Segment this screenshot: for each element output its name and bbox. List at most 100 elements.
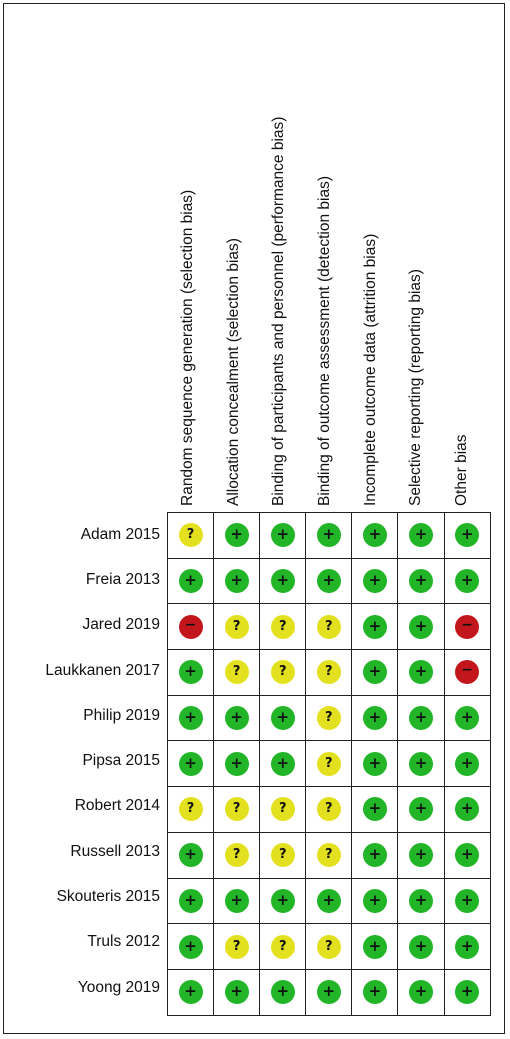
judgement-symbol: + bbox=[460, 890, 474, 909]
low-risk-icon: + bbox=[270, 980, 295, 1005]
judgement-cell: + bbox=[397, 603, 445, 651]
unclear-risk-icon: ? bbox=[224, 614, 249, 639]
low-risk-icon: + bbox=[362, 797, 387, 822]
low-risk-icon: + bbox=[362, 888, 387, 913]
judgement-symbol: + bbox=[368, 845, 382, 864]
judgement-cell: ? bbox=[213, 603, 261, 651]
low-risk-icon: + bbox=[455, 706, 480, 731]
low-risk-icon: + bbox=[409, 980, 434, 1005]
low-risk-icon: + bbox=[224, 751, 249, 776]
judgement-symbol: + bbox=[460, 799, 474, 818]
judgement-cell: ? bbox=[305, 740, 353, 788]
judgement-symbol: + bbox=[414, 799, 428, 818]
judgement-symbol: + bbox=[460, 753, 474, 772]
judgement-symbol: + bbox=[184, 845, 197, 864]
judgement-cell: + bbox=[305, 557, 353, 605]
low-risk-icon: + bbox=[224, 888, 249, 913]
study-row: + + + + + + + bbox=[166, 877, 491, 925]
unclear-risk-icon: ? bbox=[270, 614, 295, 639]
low-risk-icon: + bbox=[178, 934, 203, 959]
low-risk-icon: + bbox=[409, 797, 434, 822]
judgement-symbol: + bbox=[414, 525, 428, 544]
low-risk-icon: + bbox=[409, 660, 434, 685]
study-label: Pipsa 2015 bbox=[82, 752, 160, 770]
unclear-risk-icon: ? bbox=[270, 660, 295, 685]
low-risk-icon: + bbox=[224, 706, 249, 731]
low-risk-icon: + bbox=[178, 706, 203, 731]
judgement-cell: + bbox=[166, 831, 215, 879]
judgement-symbol: + bbox=[184, 571, 197, 590]
judgement-cell: + bbox=[443, 740, 491, 788]
judgement-cell: + bbox=[166, 877, 215, 925]
low-risk-icon: + bbox=[455, 523, 480, 548]
unclear-risk-icon: ? bbox=[224, 660, 249, 685]
low-risk-icon: + bbox=[224, 523, 249, 548]
judgement-cell: ? bbox=[213, 831, 261, 879]
judgement-cell: + bbox=[213, 877, 261, 925]
judgement-symbol: ? bbox=[325, 801, 333, 817]
judgement-cell: + bbox=[351, 512, 399, 559]
judgement-symbol: + bbox=[184, 753, 197, 772]
judgement-cell: + bbox=[305, 512, 353, 559]
unclear-risk-icon: ? bbox=[316, 614, 341, 639]
judgement-symbol: + bbox=[184, 708, 197, 727]
unclear-risk-icon: ? bbox=[178, 523, 203, 548]
judgement-symbol: + bbox=[230, 982, 243, 1001]
judgement-cell: + bbox=[213, 740, 261, 788]
study-label: Adam 2015 bbox=[80, 525, 160, 543]
judgement-symbol: ? bbox=[325, 710, 333, 726]
low-risk-icon: + bbox=[316, 888, 341, 913]
domain-headers: Random sequence generation (selection bi… bbox=[0, 0, 510, 512]
judgement-symbol: + bbox=[368, 616, 382, 635]
judgement-cell: ? bbox=[305, 649, 353, 696]
study-row: + + + + + + + bbox=[166, 968, 491, 1016]
judgement-cell: + bbox=[351, 831, 399, 879]
judgement-symbol: + bbox=[368, 525, 382, 544]
unclear-risk-icon: ? bbox=[316, 843, 341, 868]
judgement-cell: + bbox=[166, 740, 215, 788]
judgement-cell: + bbox=[397, 786, 445, 833]
judgement-cell: + bbox=[397, 740, 445, 788]
judgement-symbol: + bbox=[322, 571, 336, 590]
judgement-cell: + bbox=[443, 968, 491, 1016]
judgement-cell: + bbox=[166, 649, 215, 696]
judgement-cell: + bbox=[397, 923, 445, 970]
judgement-symbol: + bbox=[230, 571, 243, 590]
judgement-cell: + bbox=[443, 557, 491, 605]
judgement-cell: ? bbox=[166, 786, 215, 833]
judgement-symbol: ? bbox=[232, 664, 241, 680]
study-label: Truls 2012 bbox=[87, 933, 160, 951]
low-risk-icon: + bbox=[178, 980, 203, 1005]
low-risk-icon: + bbox=[178, 660, 203, 685]
judgement-cell: + bbox=[259, 512, 307, 559]
judgement-symbol: + bbox=[460, 936, 474, 955]
low-risk-icon: + bbox=[455, 569, 480, 594]
judgement-symbol: + bbox=[368, 982, 382, 1001]
judgement-symbol: + bbox=[414, 708, 428, 727]
low-risk-icon: + bbox=[362, 980, 387, 1005]
unclear-risk-icon: ? bbox=[224, 843, 249, 868]
judgement-symbol: ? bbox=[278, 664, 287, 680]
judgement-cell: + bbox=[305, 968, 353, 1016]
low-risk-icon: + bbox=[455, 797, 480, 822]
high-risk-icon: − bbox=[455, 660, 480, 685]
judgement-cell: + bbox=[259, 694, 307, 742]
judgement-symbol: + bbox=[414, 845, 428, 864]
judgement-symbol: + bbox=[276, 982, 290, 1001]
judgement-cell: − bbox=[443, 649, 491, 696]
judgement-cell: + bbox=[351, 603, 399, 651]
low-risk-icon: + bbox=[316, 980, 341, 1005]
low-risk-icon: + bbox=[409, 614, 434, 639]
judgement-symbol: ? bbox=[278, 801, 287, 817]
judgement-symbol: ? bbox=[278, 938, 287, 954]
judgement-symbol: + bbox=[368, 890, 382, 909]
judgement-cell: + bbox=[259, 968, 307, 1016]
low-risk-icon: + bbox=[409, 751, 434, 776]
low-risk-icon: + bbox=[455, 751, 480, 776]
low-risk-icon: + bbox=[224, 569, 249, 594]
unclear-risk-icon: ? bbox=[270, 797, 295, 822]
high-risk-icon: − bbox=[178, 614, 203, 639]
judgement-symbol: + bbox=[322, 525, 336, 544]
study-row: −??? + + − bbox=[166, 603, 491, 651]
judgement-symbol: + bbox=[322, 890, 336, 909]
